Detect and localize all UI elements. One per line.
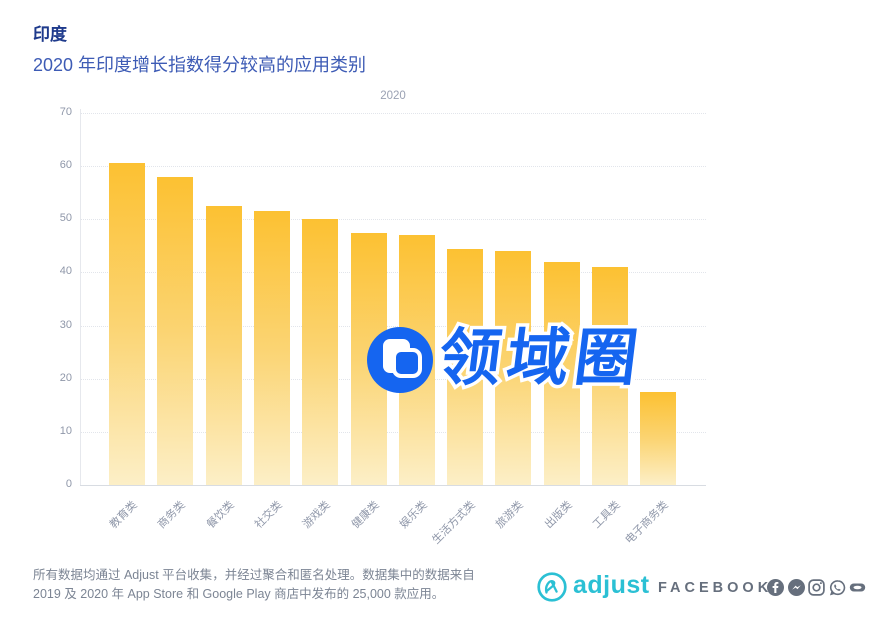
bar-商务类[interactable] bbox=[157, 176, 194, 485]
gridline-y60 bbox=[81, 166, 706, 168]
y-axis-tick-label-20: 20 bbox=[59, 371, 72, 384]
y-axis-tick-label-40: 40 bbox=[59, 265, 72, 278]
adjust-wordmark: adjust bbox=[573, 570, 650, 599]
gridline-y70 bbox=[81, 113, 706, 114]
disclaimer-line-2: 2019 及 2020 年 App Store 和 Google Play 商店… bbox=[33, 587, 445, 601]
gridline-y40 bbox=[81, 272, 706, 274]
bar-健康类[interactable] bbox=[350, 232, 387, 485]
bar-社交类[interactable] bbox=[253, 211, 290, 485]
bar-工具类[interactable] bbox=[592, 267, 628, 485]
gridline-y10 bbox=[81, 431, 706, 433]
y-axis-tick-label-10: 10 bbox=[59, 424, 72, 437]
social-icons bbox=[767, 579, 866, 596]
y-axis-tick-label-60: 60 bbox=[59, 159, 72, 172]
y-axis-tick-label-30: 30 bbox=[59, 318, 72, 331]
page-title: 印度 bbox=[33, 25, 67, 44]
facebook-wordmark: FACEBOOK bbox=[658, 580, 773, 596]
bar-旅游类[interactable] bbox=[495, 251, 532, 485]
adjust-logo-icon bbox=[537, 572, 567, 602]
gridline-y50 bbox=[81, 219, 706, 221]
y-axis-tick-label-50: 50 bbox=[59, 212, 72, 225]
bar-餐饮类[interactable] bbox=[205, 206, 242, 485]
bar-教育类[interactable] bbox=[109, 163, 145, 485]
disclaimer-line-1: 所有数据均通过 Adjust 平台收集，并经过聚合和匿名处理。数据集中的数据来自 bbox=[33, 568, 475, 582]
page-subtitle: 2020 年印度增长指数得分较高的应用类别 bbox=[33, 55, 367, 75]
bar-游戏类[interactable] bbox=[302, 219, 339, 485]
bar-电子商务类[interactable] bbox=[640, 392, 677, 485]
bar-出版类[interactable] bbox=[543, 261, 580, 485]
x-axis-line bbox=[80, 485, 706, 486]
whatsapp-icon bbox=[829, 579, 846, 596]
legend-item-2020[interactable]: 2020 bbox=[380, 90, 406, 102]
messenger-icon bbox=[787, 579, 805, 596]
bar-生活方式类[interactable] bbox=[447, 248, 484, 485]
y-axis-line bbox=[80, 109, 81, 485]
bar-娱乐类[interactable] bbox=[398, 235, 435, 485]
instagram-icon bbox=[808, 579, 825, 596]
facebook-icon bbox=[767, 579, 784, 596]
y-axis-tick-label-0: 0 bbox=[65, 478, 72, 490]
adjust-logo: adjust bbox=[536, 571, 650, 603]
oculus-icon bbox=[849, 579, 866, 596]
data-disclaimer: 所有数据均通过 Adjust 平台收集，并经过聚合和匿名处理。数据集中的数据来自… bbox=[33, 566, 475, 604]
gridline-y30 bbox=[81, 325, 706, 327]
y-axis-tick-label-70: 70 bbox=[59, 106, 72, 118]
